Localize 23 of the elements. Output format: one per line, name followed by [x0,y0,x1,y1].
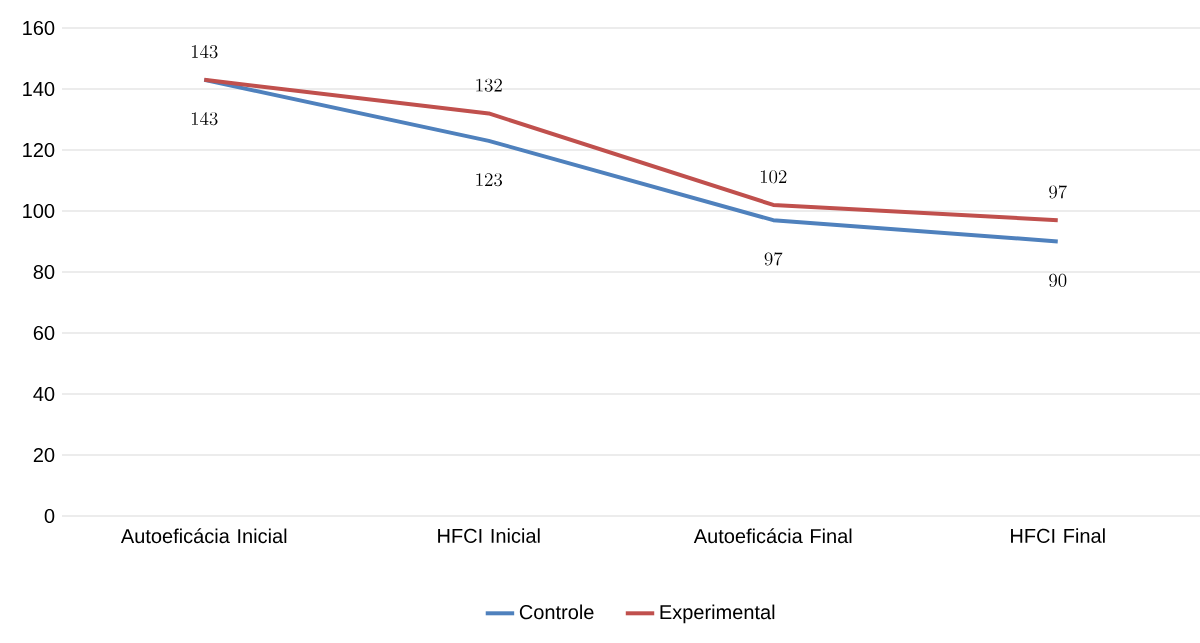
legend-label: Controle [519,604,594,620]
y-tick-label: 40 [33,386,55,402]
data-label: 123 [476,173,503,187]
x-tick-label: Autoeficácia Inicial [120,528,287,544]
y-tick-label: 60 [33,325,55,341]
data-label: 132 [476,78,502,92]
x-tick-label: Autoeficácia Final [693,528,852,544]
y-tick-label: 100 [23,203,55,219]
y-tick-label: 120 [23,142,55,158]
x-tick-label: HFCI Inicial [438,528,540,543]
data-label: 90 [1049,273,1067,287]
y-tick-label: 20 [33,447,55,463]
data-label: 97 [764,252,783,266]
data-label: 102 [760,170,787,184]
data-label: 143 [191,111,218,126]
y-tick-label: 140 [23,81,55,97]
legend-label: Experimental [660,604,775,624]
data-label: 143 [191,44,218,59]
x-tick-label: HFCI Final [1011,528,1105,543]
y-tick-label: 80 [33,264,55,280]
data-label: 97 [1049,185,1067,199]
y-tick-label: 160 [23,20,55,36]
y-tick-label: 0 [44,508,55,524]
